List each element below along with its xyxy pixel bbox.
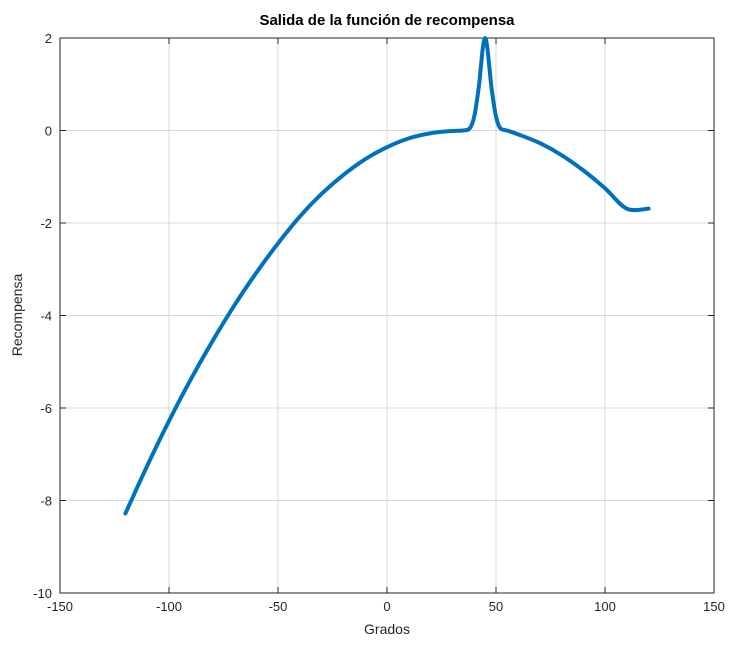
y-tick-label: -10 [33,586,52,601]
x-tick-label: 0 [383,599,390,614]
y-tick-label: -4 [40,309,52,324]
y-tick-label: 2 [45,31,52,46]
reward-series-line [123,36,651,516]
grid [59,37,715,594]
y-tick-label: -6 [40,401,52,416]
x-axis-label: Grados [364,621,410,637]
series-layer [123,36,651,516]
y-tick-label: 0 [45,124,52,139]
x-tick-label: 100 [594,599,616,614]
chart-title: Salida de la función de recompensa [259,12,515,29]
x-tick-label: 50 [489,599,503,614]
y-tick-label: -8 [40,494,52,509]
y-tick-label: -2 [40,216,52,231]
x-tick-label: -150 [47,599,73,614]
x-tick-label: -100 [156,599,182,614]
ticks: -150 -100 -50 0 50 100 150 -10 -8 -6 -4 -2 0 2 [33,31,725,614]
y-axis-label: Recompensa [9,274,25,357]
x-tick-label: -50 [269,599,288,614]
x-tick-label: 150 [703,599,725,614]
